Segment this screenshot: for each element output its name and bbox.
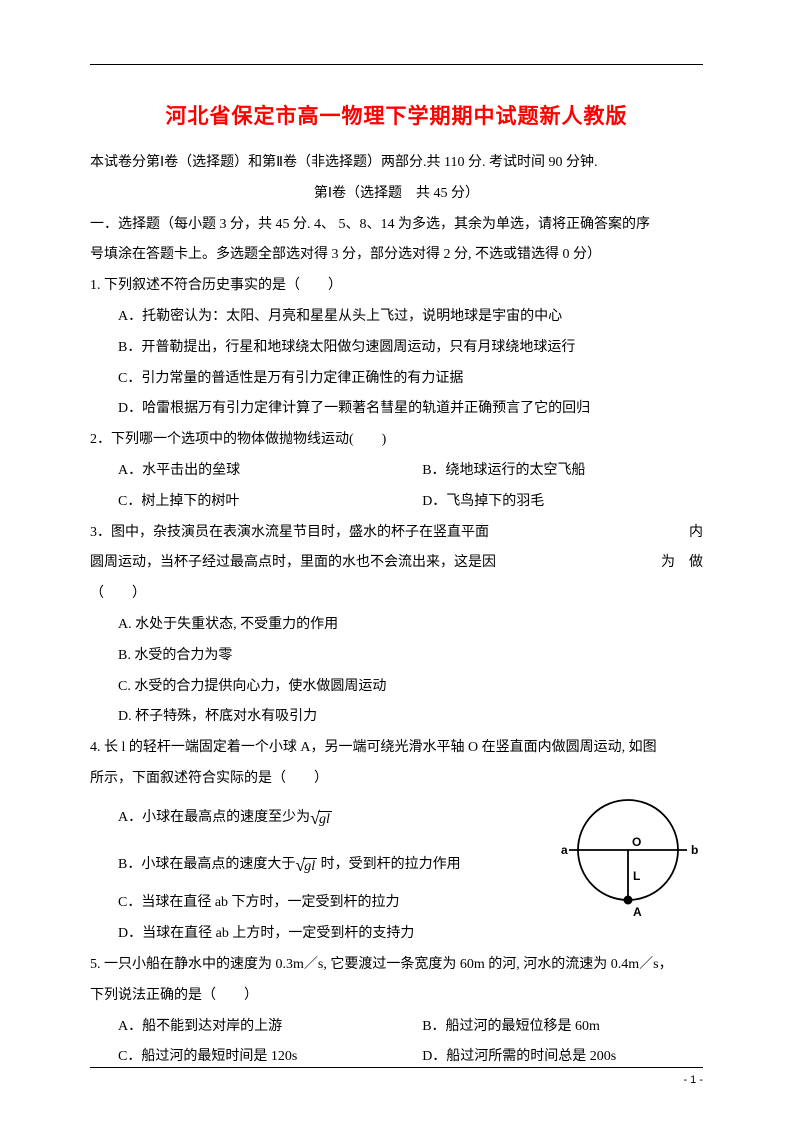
- fig-label-b: b: [691, 843, 698, 857]
- fig-label-A: A: [633, 905, 642, 919]
- fig-label-l: L: [633, 869, 640, 883]
- page-number: - 1 -: [683, 1074, 703, 1086]
- q5-row1: A．船不能到达对岸的上游 B．船过河的最短位移是 60m: [90, 1012, 703, 1043]
- q3-option-c: C. 水受的合力提供向心力，使水做圆周运动: [90, 672, 703, 703]
- fig-label-a: a: [561, 843, 568, 857]
- q2-row2: C．树上掉下的树叶 D．飞鸟掉下的羽毛: [90, 487, 703, 518]
- q2-option-d: D．飞鸟掉下的羽毛: [422, 487, 703, 518]
- q5-stem-a: 5. 一只小船在静水中的速度为 0.3m／s, 它要渡过一条宽度为 60m 的河…: [90, 950, 703, 981]
- q1-option-a: A．托勒密认为：太阳、月亮和星星从头上飞过，说明地球是宇宙的中心: [90, 302, 703, 333]
- q3-stem-b: 为 圆周运动，当杯子经过最高点时，里面的水也不会流出来，这是因: [90, 548, 703, 579]
- q3-stem-b-tail: 为: [647, 548, 675, 579]
- q3-option-b: B. 水受的合力为零: [90, 641, 703, 672]
- sqrt-gl-icon: √gl: [295, 842, 317, 889]
- q5-stem-b: 下列说法正确的是（ ）: [90, 981, 703, 1012]
- q3-stem-b-main: 圆周运动，当杯子经过最高点时，里面的水也不会流出来，这是因: [90, 555, 496, 570]
- q1-option-d: D．哈雷根据万有引力定律计算了一颗著名彗星的轨道并正确预言了它的回归: [90, 394, 703, 425]
- q5-row2: C．船过河的最短时间是 120s D．船过河所需的时间总是 200s: [90, 1042, 703, 1073]
- section-instruction-a: 一．选择题（每小题 3 分，共 45 分. 4、 5、8、14 为多选，其余为单…: [90, 210, 703, 241]
- q4-figure: a b O L A: [553, 788, 703, 928]
- q3-stem-a-tail: 内 做: [675, 518, 703, 580]
- circle-diagram-icon: a b O L A: [553, 788, 703, 928]
- q3-stem-a: 内 做 3．图中，杂技演员在表演水流星节目时，盛水的杯子在竖直平面: [90, 518, 703, 549]
- q1-option-b: B．开普勒提出，行星和地球绕太阳做匀速圆周运动，只有月球绕地球运行: [90, 333, 703, 364]
- q3-stem-a-main: 3．图中，杂技演员在表演水流星节目时，盛水的杯子在竖直平面: [90, 525, 489, 540]
- section-instruction-b: 号填涂在答题卡上。多选题全部选对得 3 分，部分选对得 2 分, 不选或错选得 …: [90, 240, 703, 271]
- q3-option-a: A. 水处于失重状态, 不受重力的作用: [90, 610, 703, 641]
- bottom-rule: [90, 1067, 703, 1068]
- q2-stem: 2．下列哪一个选项中的物体做抛物线运动( ): [90, 425, 703, 456]
- q4-b-post: 时，受到杆的拉力作用: [317, 857, 461, 872]
- q4-b-pre: B．小球在最高点的速度大于: [118, 857, 295, 872]
- q3-option-d: D. 杯子特殊，杯底对水有吸引力: [90, 702, 703, 733]
- q2-option-a: A．水平击出的垒球: [118, 456, 422, 487]
- top-rule: [90, 64, 703, 65]
- q1-stem: 1. 下列叙述不符合历史事实的是（ ）: [90, 271, 703, 302]
- q2-row1: A．水平击出的垒球 B．绕地球运行的太空飞船: [90, 456, 703, 487]
- q2-option-b: B．绕地球运行的太空飞船: [422, 456, 703, 487]
- sqrt-gl-icon: √gl: [310, 795, 332, 842]
- page-body: 河北省保定市高一物理下学期期中试题新人教版 本试卷分第Ⅰ卷（选择题）和第Ⅱ卷（非…: [90, 90, 703, 1073]
- q5-option-d: D．船过河所需的时间总是 200s: [422, 1042, 703, 1073]
- exam-title: 河北省保定市高一物理下学期期中试题新人教版: [90, 100, 703, 130]
- q5-option-c: C．船过河的最短时间是 120s: [118, 1042, 422, 1073]
- fig-label-o: O: [632, 835, 641, 849]
- header-line: 本试卷分第Ⅰ卷（选择题）和第Ⅱ卷（非选择题）两部分.共 110 分. 考试时间 …: [90, 148, 703, 179]
- q5-option-b: B．船过河的最短位移是 60m: [422, 1012, 703, 1043]
- q3-stem-c: （ ）: [90, 579, 703, 610]
- fig-point-a: [624, 896, 633, 905]
- q2-option-c: C．树上掉下的树叶: [118, 487, 422, 518]
- q5-option-a: A．船不能到达对岸的上游: [118, 1012, 422, 1043]
- q4-a-pre: A．小球在最高点的速度至少为: [118, 810, 310, 825]
- part-label: 第Ⅰ卷（选择题 共 45 分）: [90, 179, 703, 210]
- q4-stem-a: 4. 长 l 的轻杆一端固定着一个小球 A，另一端可绕光滑水平轴 O 在竖直面内…: [90, 733, 703, 764]
- q1-option-c: C．引力常量的普适性是万有引力定律正确性的有力证据: [90, 364, 703, 395]
